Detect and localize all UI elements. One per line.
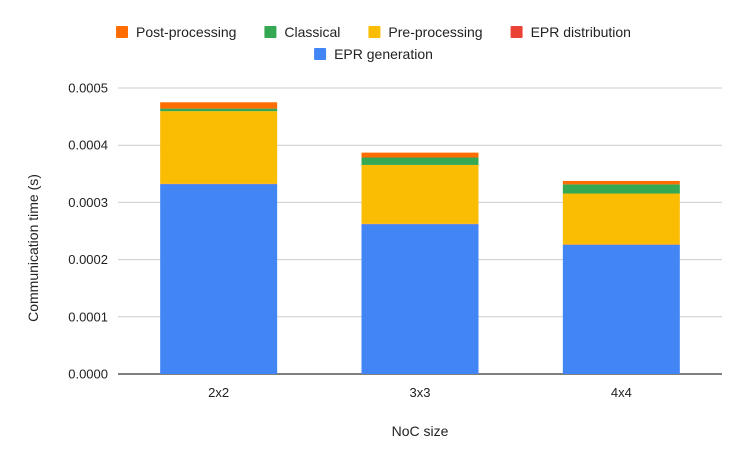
bar-classical-4x4 [562,184,680,194]
x-tick-label: 4x4 [611,385,632,400]
bar-post-processing-3x3 [361,152,479,158]
legend-label: Classical [284,24,340,40]
legend-item-pre-processing: Pre-processing [368,24,483,40]
legend: Post-processing Classical Pre-processing EP… [116,24,631,62]
bar-epr-generation-2x2 [160,184,278,374]
legend-item-post-processing: Post-processing [116,24,236,40]
legend-item-classical: Classical [264,24,340,40]
bar-epr-generation-3x3 [361,224,479,374]
bar-pre-processing-3x3 [361,164,479,224]
y-axis-title: Communication time (s) [25,174,41,322]
bar-post-processing-2x2 [160,102,278,109]
bar-pre-processing-2x2 [160,111,278,184]
bar-post-processing-4x4 [562,180,680,185]
y-tick-label: 0.0000 [68,367,108,382]
x-tick-label: 3x3 [410,385,431,400]
x-axis-ticks: 2x2 3x3 4x4 [208,385,632,400]
legend-label: Pre-processing [388,24,482,40]
legend-swatch [264,26,277,38]
x-axis-title: NoC size [392,423,449,439]
y-tick-label: 0.0003 [68,195,108,210]
bar-classical-3x3 [361,157,479,165]
x-tick-label: 2x2 [208,385,229,400]
legend-label: EPR generation [334,46,433,62]
legend-label: Post-processing [136,24,236,40]
legend-swatch [116,26,129,38]
y-tick-label: 0.0001 [68,309,108,324]
bar-classical-2x2 [160,108,278,112]
y-axis-ticks: 0.0000 0.0001 0.0002 0.0003 0.0004 0.0005 [68,81,108,382]
bar-epr-generation-4x4 [562,244,680,374]
legend-label: EPR distribution [531,24,631,40]
legend-swatch [314,48,327,60]
legend-swatch [510,26,523,38]
legend-item-epr-distribution: EPR distribution [510,24,631,40]
bar-pre-processing-4x4 [562,193,680,245]
y-tick-label: 0.0005 [68,81,108,96]
y-tick-label: 0.0002 [68,252,108,267]
legend-item-epr-generation: EPR generation [314,46,433,62]
legend-swatch [368,26,381,38]
bars [160,102,680,374]
y-tick-label: 0.0004 [68,138,108,153]
